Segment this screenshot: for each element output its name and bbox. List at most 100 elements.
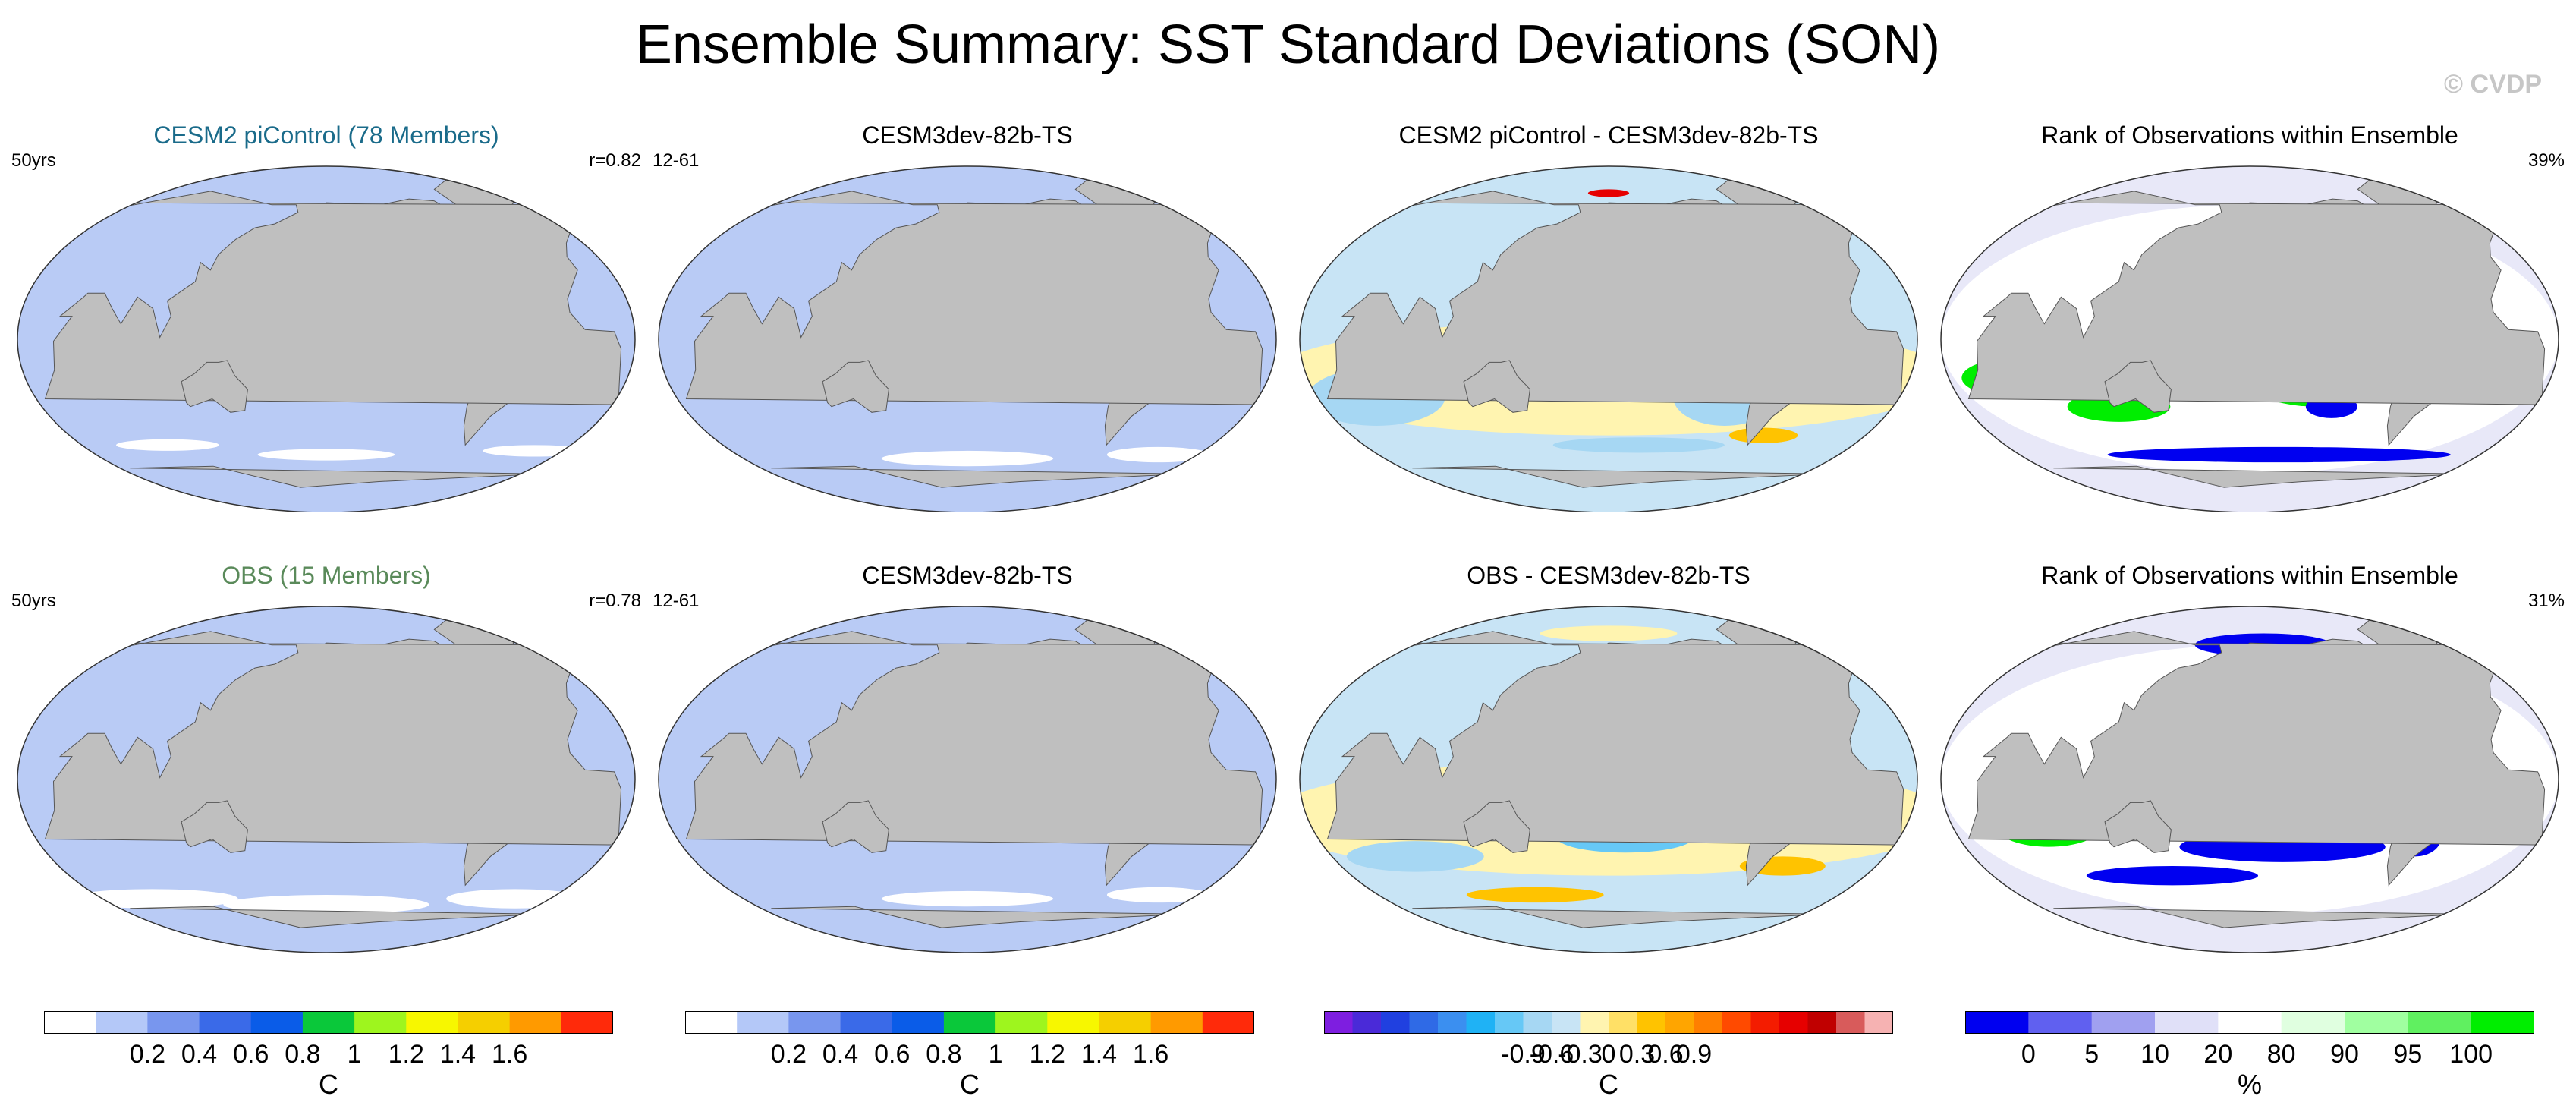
- colorbar-svg: [1965, 1011, 2534, 1034]
- australia-landmass: [2104, 800, 2172, 853]
- colorbar-tick-label: 1.6: [1132, 1040, 1169, 1069]
- colorbar-tick-label: 1.2: [388, 1040, 424, 1069]
- colorbar-tick-label: 1: [347, 1040, 362, 1069]
- panel-title: OBS - CESM3dev-82b-TS: [1467, 562, 1750, 589]
- colorbar-swatch: [1807, 1011, 1837, 1034]
- panel-title: CESM3dev-82b-TS: [862, 121, 1073, 149]
- map-border: [17, 165, 636, 512]
- colorbar-swatch: [2028, 1011, 2093, 1034]
- map-panel-cesm3dev-sd-2: CESM3dev-82b-TS 12-61: [653, 562, 1282, 987]
- colorbar-unit: %: [2237, 1069, 2262, 1100]
- sst-contour: [1466, 887, 1604, 903]
- colorbar-swatch: [1523, 1011, 1552, 1034]
- panel-title: OBS (15 Members): [222, 562, 431, 589]
- colorbar-swatch: [1047, 1011, 1099, 1034]
- sst-contour: [881, 890, 1054, 907]
- colorbar-tick-label: 0.4: [822, 1040, 859, 1069]
- colorbar-sd-2: C 0.2 0.4 0.6 0.8 1 1.2 1.4 1.6: [685, 1009, 1254, 1101]
- colorbar-swatch: [44, 1011, 96, 1034]
- map-border: [658, 165, 1277, 512]
- map-panel-cesm2-minus-cesm3dev: CESM2 piControl - CESM3dev-82b-TS: [1294, 121, 1923, 546]
- map-svg: [1299, 606, 1918, 953]
- sst-contour: [1106, 887, 1210, 903]
- colorbar-swatch: [96, 1011, 148, 1034]
- map-svg: [658, 165, 1277, 512]
- sst-contour: [1728, 427, 1798, 443]
- sst-contour: [1552, 437, 1725, 453]
- panel-right-label: r=0.82: [589, 150, 641, 171]
- colorbar-swatch: [509, 1011, 562, 1034]
- colorbar-tick-label: 5: [2084, 1040, 2099, 1069]
- colorbar-swatch: [561, 1011, 613, 1034]
- colorbar-unit: C: [960, 1069, 980, 1100]
- colorbar-swatch: [1665, 1011, 1694, 1034]
- map-field: [1941, 606, 2559, 953]
- map-field: [17, 606, 635, 953]
- cvdp-credit: © CVDP: [2444, 70, 2542, 99]
- panel-left-label: 12-61: [653, 591, 700, 611]
- colorbar-outline: [1965, 1011, 2534, 1034]
- colorbar-tick-label: 0.6: [1647, 1040, 1684, 1069]
- colorbar-tick-label: 0: [2021, 1040, 2036, 1069]
- colorbar-swatch: [1409, 1011, 1439, 1034]
- colorbar-swatch: [2281, 1011, 2345, 1034]
- colorbar-tick-label: -0.9: [1501, 1040, 1546, 1069]
- map-svg: [1940, 606, 2559, 953]
- colorbar-tick-label: 0.8: [926, 1040, 962, 1069]
- colorbar-swatch: [943, 1011, 996, 1034]
- colorbar-swatch: [1836, 1011, 1865, 1034]
- sst-contour: [116, 439, 219, 451]
- map-border: [17, 606, 636, 953]
- colorbar-unit: C: [319, 1069, 338, 1100]
- panel-left-label: 12-61: [653, 150, 700, 171]
- map-panel-obs-sd: OBS (15 Members) 50yrs r=0.78: [11, 562, 641, 987]
- map-field: [17, 166, 635, 512]
- sst-contour: [881, 450, 1054, 467]
- map-border: [658, 606, 1277, 953]
- colorbar-tick-label: 0.3: [1618, 1040, 1656, 1069]
- sst-contour: [1587, 189, 1630, 197]
- map-panel-cesm3dev-sd: CESM3dev-82b-TS 12-61: [653, 121, 1282, 546]
- map-svg: [17, 606, 636, 953]
- colorbar-outline: [1324, 1011, 1893, 1034]
- panel-right-label: r=0.78: [589, 591, 641, 611]
- panel-title: CESM2 piControl (78 Members): [153, 121, 499, 149]
- map-border: [1940, 165, 2559, 512]
- panel-title: Rank of Observations within Ensemble: [2041, 562, 2458, 589]
- map-svg: [1940, 165, 2559, 512]
- colorbar-swatch: [1352, 1011, 1382, 1034]
- colorbar-tick-label: -0.3: [1558, 1040, 1603, 1069]
- sst-contour: [483, 445, 587, 457]
- colorbar-swatch: [406, 1011, 458, 1034]
- colorbar-unit: C: [1599, 1069, 1618, 1100]
- colorbar-tick-label: 0.2: [770, 1040, 807, 1069]
- colorbar-swatch: [2091, 1011, 2156, 1034]
- colorbar-svg: [1324, 1011, 1893, 1034]
- sst-contour: [2107, 446, 2451, 463]
- colorbar-swatch: [1580, 1011, 1609, 1034]
- map-field: [659, 166, 1276, 512]
- colorbar-swatch: [1552, 1011, 1581, 1034]
- colorbar-swatch: [354, 1011, 407, 1034]
- sst-contour: [257, 449, 395, 461]
- colorbar-svg: [685, 1011, 1254, 1034]
- colorbar-swatch: [2155, 1011, 2219, 1034]
- colorbar-tick-label: 0.4: [181, 1040, 218, 1069]
- sst-contour: [1540, 625, 1678, 641]
- colorbar-outline: [44, 1011, 613, 1034]
- map-panel-rank-obs: Rank of Observations within Ensemble 31%: [1935, 562, 2565, 987]
- australia-landmass: [822, 360, 889, 413]
- colorbar-tick-label: -0.6: [1529, 1040, 1574, 1069]
- colorbar-swatch: [147, 1011, 200, 1034]
- australia-landmass: [181, 800, 248, 853]
- panel-title: CESM3dev-82b-TS: [862, 562, 1073, 589]
- australia-landmass: [1463, 800, 1530, 853]
- colorbar-tick-label: 80: [2266, 1040, 2296, 1069]
- map-field: [1300, 166, 1917, 512]
- map-panel-rank-cesm2: Rank of Observations within Ensemble 39%: [1935, 121, 2565, 546]
- colorbar-tick-label: 100: [2449, 1040, 2493, 1069]
- colorbar-swatch: [1495, 1011, 1524, 1034]
- australia-landmass: [2104, 360, 2172, 413]
- colorbar-swatch: [840, 1011, 893, 1034]
- colorbar-swatch: [1694, 1011, 1723, 1034]
